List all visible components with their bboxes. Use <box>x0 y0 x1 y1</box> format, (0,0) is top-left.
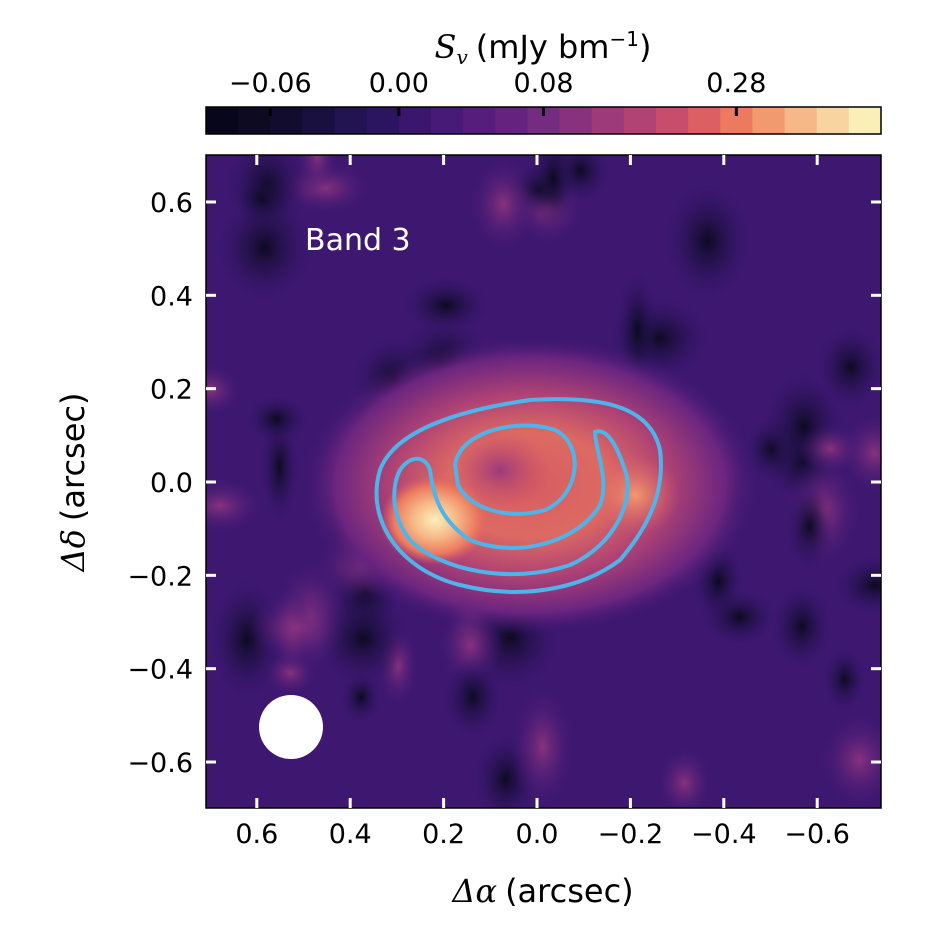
x-tick-label: 0.4 <box>329 819 372 850</box>
bright-peak <box>380 475 490 565</box>
colorbar-label-symbol: S <box>435 28 457 66</box>
colorbar-bin <box>302 107 336 134</box>
y-tick-label: −0.4 <box>127 655 193 686</box>
noise-dip <box>404 277 488 333</box>
noise-dip <box>342 672 381 723</box>
colorbar-bin <box>463 107 496 134</box>
noise-dip <box>529 155 577 227</box>
noise-bump <box>468 156 538 253</box>
noise-dip <box>786 484 833 568</box>
colorbar-bin <box>656 107 689 134</box>
colorbar-bin <box>816 107 850 134</box>
colorbar-tick-label: 0.00 <box>369 68 429 99</box>
x-tick-label: −0.2 <box>598 819 664 850</box>
noise-bump <box>206 364 242 416</box>
x-axis-label: Δα (arcsec) <box>450 872 633 910</box>
colorbar-bin <box>206 107 239 134</box>
colorbar-label-sup: −1 <box>609 27 638 51</box>
colorbar-label-sub: v <box>456 45 468 69</box>
colorbar-bin <box>848 107 882 134</box>
noise-dip <box>666 184 749 298</box>
colorbar-bin <box>623 107 657 134</box>
noise-bump <box>296 155 338 194</box>
colorbar-bin <box>752 107 786 134</box>
x-tick-label: −0.4 <box>691 819 757 850</box>
noise-bump <box>798 423 862 475</box>
colorbar-tick-label: 0.28 <box>706 68 766 99</box>
noise-dip <box>772 585 831 668</box>
noise-dip <box>817 327 881 407</box>
colorbar-bin <box>238 107 271 134</box>
noise-bump <box>206 477 264 534</box>
colorbar-bin <box>334 107 368 134</box>
colorbar-bin <box>366 107 400 134</box>
noise-bump <box>510 686 575 808</box>
noise-dip <box>823 648 866 710</box>
noise-dip <box>703 589 775 645</box>
noise-bump <box>656 747 713 808</box>
y-tick-label: 0.6 <box>150 188 193 219</box>
noise-bump <box>249 594 344 661</box>
noise-dip <box>247 396 307 443</box>
colorbar-bin <box>270 107 303 134</box>
noise-dip <box>317 592 409 685</box>
colorbar-bin <box>688 107 721 134</box>
colorbar-bin <box>431 107 464 134</box>
x-tick-label: 0.2 <box>422 819 465 850</box>
beam-ellipse <box>259 695 323 759</box>
y-tick-label: −0.6 <box>127 748 193 779</box>
colorbar-bin <box>784 107 818 134</box>
colorbar-label-close: ) <box>639 28 651 66</box>
y-tick-label: −0.2 <box>127 561 193 592</box>
y-tick-label: 0.4 <box>150 281 193 312</box>
contour-inner <box>392 423 630 577</box>
x-tick-label: 0.0 <box>516 819 559 850</box>
y-axis-label: Δδ(arcsec) <box>54 393 92 574</box>
secondary-peak <box>590 455 680 535</box>
colorbar-label-unit: (mJy bm <box>476 28 610 66</box>
y-tick-label: 0.2 <box>150 375 193 406</box>
band-annotation: Band 3 <box>305 223 411 258</box>
noise-dip <box>219 195 311 300</box>
x-tick-label: 0.6 <box>235 819 278 850</box>
colorbar-bin <box>495 107 528 134</box>
colorbar-bin <box>398 107 432 134</box>
x-tick-label: −0.6 <box>784 819 850 850</box>
colorbar-label: Sv (mJy bm−1) <box>435 27 652 69</box>
heatmap-image <box>206 155 881 808</box>
colorbar-bin <box>559 107 593 134</box>
noise-dip <box>836 556 881 614</box>
noise-bump <box>819 712 881 808</box>
y-tick-label: 0.0 <box>150 468 193 499</box>
colorbar-tick-label: 0.08 <box>513 68 573 99</box>
colorbar-bin <box>591 107 625 134</box>
colorbar: −0.06 0.00 0.08 0.28 <box>205 68 882 135</box>
colorbar-tick-label: −0.06 <box>229 68 312 99</box>
contour-outer <box>374 397 663 594</box>
noise-dip <box>444 658 502 736</box>
